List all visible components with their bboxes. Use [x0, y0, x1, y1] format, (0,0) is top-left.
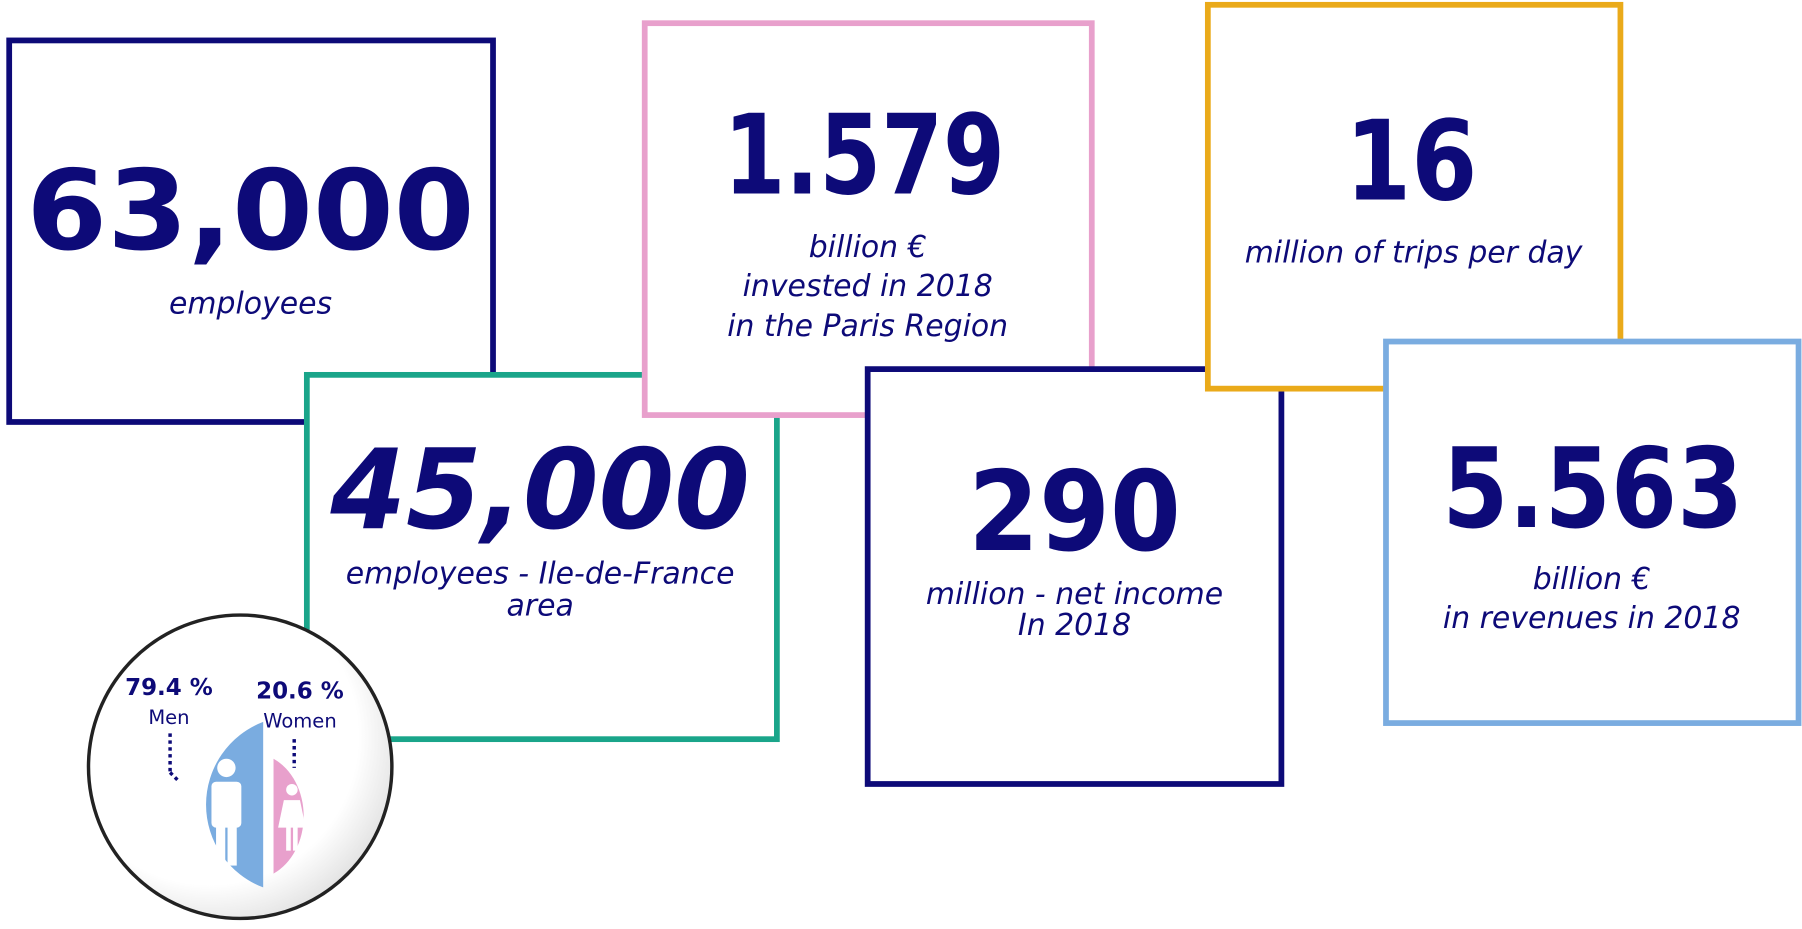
- gender-badge: 79.4 % Men 20.6 % Women: [86, 613, 394, 921]
- card: 5.563 billion € in revenues in 2018: [1383, 338, 1802, 726]
- card-frame: [864, 366, 1285, 787]
- card-label: million of trips per day: [1245, 236, 1584, 271]
- card: 63,000 employees: [6, 37, 496, 425]
- card-frame: [6, 37, 496, 425]
- card-label: in the Paris Region: [727, 309, 1008, 344]
- man-icon: [211, 758, 242, 866]
- card-value: 16: [1345, 98, 1477, 226]
- woman-icon: [278, 783, 306, 851]
- card-label: In 2018: [1018, 608, 1131, 643]
- card-label: employees - Ile-de-France: [346, 556, 735, 591]
- card-value: 1.579: [723, 93, 1005, 221]
- card-value: 290: [968, 449, 1181, 577]
- card-value: 45,000: [329, 427, 749, 555]
- card: 45,000 employees - Ile-de-France area: [303, 371, 780, 743]
- card-value: 5.563: [1442, 426, 1743, 554]
- card: 290 million - net income In 2018: [864, 366, 1285, 787]
- card: 1.579 billion € invested in 2018 in the …: [641, 20, 1095, 418]
- card-label: in revenues in 2018: [1443, 601, 1741, 636]
- card-value: 63,000: [26, 148, 474, 276]
- card-label: billion €: [1533, 562, 1651, 597]
- card-label: invested in 2018: [743, 269, 993, 304]
- card-frame: [1383, 338, 1802, 726]
- women-label: Women: [263, 709, 336, 732]
- women-share: 20.6 %: [256, 679, 344, 705]
- dotted-leader: [168, 771, 181, 783]
- card-label: employees: [169, 286, 332, 321]
- card-label: million - net income: [926, 577, 1223, 612]
- card-label: billion €: [809, 230, 927, 265]
- men-label: Men: [148, 706, 189, 729]
- card: 16 million of trips per day: [1204, 1, 1624, 392]
- card-label: area: [506, 589, 573, 624]
- card-frame: [303, 371, 780, 743]
- men-share: 79.4 %: [125, 675, 213, 701]
- card-frame: [641, 20, 1095, 418]
